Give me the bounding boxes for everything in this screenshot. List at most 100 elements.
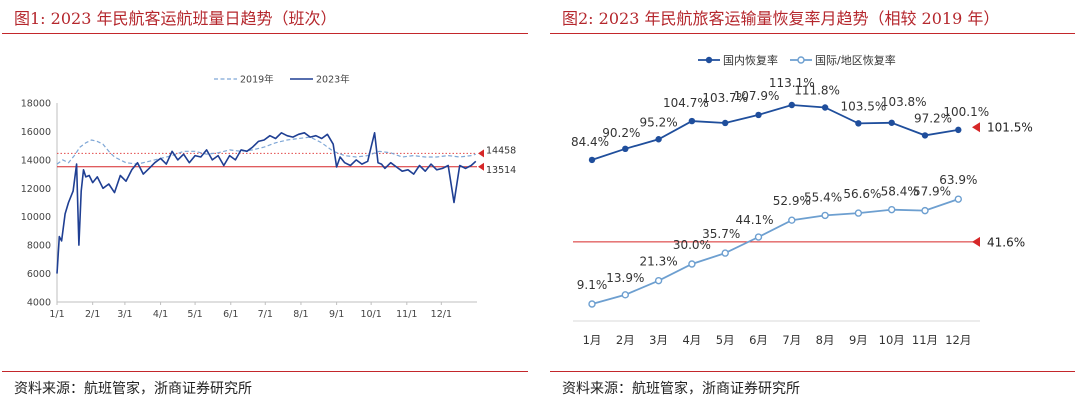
x-tick-label: 11/1 [396,309,417,320]
data-point [688,117,696,125]
x-tick-label: 4/1 [153,309,168,320]
data-point [888,205,896,214]
figure-1-top-rule [2,33,528,34]
y-tick-label: 18000 [21,99,51,110]
data-point [622,145,629,153]
data-label: 107.9% [734,89,780,103]
y-tick-label: 14000 [21,155,51,166]
x-tick-label: 9/1 [329,309,344,320]
data-point [921,206,929,215]
x-tick-label: 2月 [616,333,635,347]
data-label: 90.2% [602,126,640,140]
x-tick-label: 7/1 [258,309,273,320]
data-label: 104.7% [663,96,709,110]
y-tick-label: 8000 [27,241,51,252]
data-label: 9.1% [577,278,608,292]
x-tick-label: 8/1 [293,309,308,320]
reference-label-13514: 13514 [486,165,516,176]
figure-1-source: 资料来源：航班管家，浙商证券研究所 [14,381,252,397]
series-line-international [591,198,959,305]
x-tick-label: 1月 [583,333,602,347]
y-tick-label: 10000 [21,212,51,223]
data-label: 103.8% [881,95,927,109]
data-point [754,233,763,241]
legend-label-2019: 2019年 [240,74,274,86]
x-tick-label: 7月 [782,333,801,347]
x-tick-label: 3/1 [117,309,132,320]
data-point [888,119,895,126]
data-label: 55.4% [804,190,842,204]
reference-label-14458: 14458 [486,145,516,156]
data-point [921,132,929,139]
reference-marker-101.5% [972,122,980,133]
legend-marker-domestic [705,56,713,64]
x-tick-label: 10/1 [360,309,381,320]
data-label: 58.4% [881,185,919,199]
figure-2-title: 图2: 2023 年民航旅客运输量恢复率月趋势（相较 2019 年） [562,9,1000,28]
y-tick-label: 16000 [21,127,51,138]
data-point [588,156,596,164]
figure-1-title: 图1: 2023 年民航客运航班量日趋势（班次） [14,9,337,28]
data-label: 30.0% [673,238,711,252]
x-tick-label: 5月 [716,333,735,347]
legend-label-international: 国际/地区恢复率 [815,53,896,67]
figure-2-source: 资料来源：航班管家，浙商证券研究所 [562,381,800,397]
data-point [688,260,696,268]
x-tick-label: 12/1 [431,309,452,320]
data-point [855,120,862,127]
data-label: 95.2% [640,115,678,129]
data-label: 44.1% [735,213,773,227]
data-label: 56.6% [843,187,881,201]
x-tick-label: 3月 [649,333,668,347]
y-tick-label: 4000 [27,298,51,309]
x-tick-label: 2/1 [85,309,100,320]
figure-2-bottom-rule [550,371,1075,372]
series-line-domestic [591,104,959,161]
daily-flights-chart: 4000 6000 8000 10000 12000 14000 16000 18000 1/1… [21,74,516,321]
figure-1-bottom-rule [2,371,528,372]
data-point [722,119,729,127]
data-point [821,104,829,111]
data-label: 35.7% [702,227,740,241]
data-point [788,216,796,224]
x-tick-label: 1/1 [49,309,64,320]
legend-label-2023: 2023年 [316,74,350,86]
x-tick-label: 11月 [912,333,938,347]
figure-2-panel: 图2: 2023 年民航旅客运输量恢复率月趋势（相较 2019 年） 1月 2月 3… [548,0,1075,405]
data-label: 111.8% [794,83,840,97]
data-point [821,211,829,220]
data-point [755,111,762,119]
data-point [955,126,962,134]
y-tick-label: 6000 [27,269,51,280]
series-line-2019 [56,136,476,165]
data-label: 113.1% [769,76,815,90]
data-label: 103.5% [841,99,887,113]
reference-marker-13514 [478,162,484,171]
data-point [854,209,863,217]
x-tick-label: 9月 [849,333,868,347]
data-label: 63.9% [939,173,977,187]
x-tick-label: 6/1 [223,309,238,320]
legend-marker-international [797,56,805,64]
data-point [655,136,662,143]
data-label: 103.7% [702,91,748,105]
x-tick-label: 10月 [879,333,905,347]
data-label: 97.2% [914,111,952,125]
data-point [788,101,795,109]
reference-label-41.6%: 41.6% [987,235,1025,249]
data-point [588,300,596,308]
data-label: 13.9% [606,271,644,285]
series-line-2023 [56,132,477,274]
data-point [621,291,630,299]
data-label: 84.4% [571,135,609,149]
data-point [654,276,663,285]
figure-1-panel: 图1: 2023 年民航客运航班量日趋势（班次） 4000 6000 8000 100… [0,0,528,405]
x-tick-label: 8月 [816,333,835,347]
legend-label-domestic: 国内恢复率 [723,53,778,67]
reference-marker-14458 [478,149,484,158]
data-point [721,249,729,257]
data-label: 57.9% [913,185,951,199]
x-tick-label: 5/1 [187,309,202,320]
recovery-rate-chart: 1月 2月 3月 4月 5月 6月 7月 8月 9月 10月 11月 12月 101.5% 41.6% 84… [571,53,1033,347]
data-label: 52.9% [773,194,811,208]
